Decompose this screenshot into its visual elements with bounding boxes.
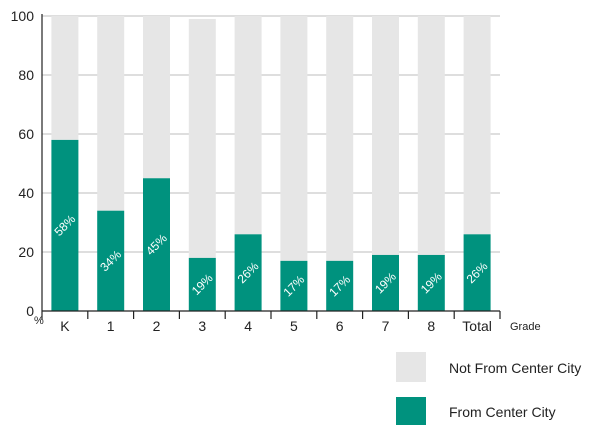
bar-not-center-city (280, 16, 308, 261)
y-tick-label: 0 (26, 303, 34, 319)
bar-center-city (326, 260, 354, 311)
x-tick-label: 2 (153, 318, 161, 334)
legend-swatch-not-center-city (396, 352, 426, 382)
x-tick-label: Total (462, 318, 492, 334)
bar-center-city (97, 210, 125, 311)
y-tick-label: 100 (11, 8, 35, 24)
x-axis-title: Grade (510, 321, 541, 333)
bar-not-center-city (51, 16, 79, 140)
bar-not-center-city (143, 16, 170, 179)
bar-not-center-city (372, 16, 399, 255)
bar-not-center-city (326, 16, 354, 261)
y-tick-label: 60 (18, 126, 34, 142)
bar-not-center-city (463, 16, 491, 235)
bar-center-city (417, 254, 445, 311)
x-tick-label: 6 (336, 318, 344, 334)
bar-center-city (463, 234, 491, 311)
bar-not-center-city (234, 16, 262, 235)
legend-swatch-center-city (396, 397, 426, 425)
legend-label-center-city: From Center City (449, 404, 556, 420)
x-tick-label: 5 (290, 318, 298, 334)
bar-center-city (143, 178, 170, 311)
legend-label-not-center-city: Not From Center City (449, 360, 581, 376)
x-tick-label: 3 (198, 318, 206, 334)
bar-center-city (234, 234, 262, 311)
x-tick-label: 7 (382, 318, 390, 334)
bar-center-city (280, 260, 308, 311)
y-tick-label: 80 (18, 67, 34, 83)
y-tick-label: 20 (18, 244, 34, 260)
y-tick-label: 40 (18, 185, 34, 201)
bar-not-center-city (417, 16, 445, 255)
bar-center-city (372, 254, 399, 311)
bar-not-center-city (188, 18, 216, 258)
x-tick-label: K (60, 318, 70, 334)
y-axis-unit: % (34, 315, 44, 327)
x-tick-label: 4 (244, 318, 252, 334)
bar-center-city (188, 257, 216, 311)
bar-center-city (51, 139, 79, 311)
bar-not-center-city (97, 16, 125, 211)
x-tick-label: 1 (107, 318, 115, 334)
x-tick-label: 8 (427, 318, 435, 334)
